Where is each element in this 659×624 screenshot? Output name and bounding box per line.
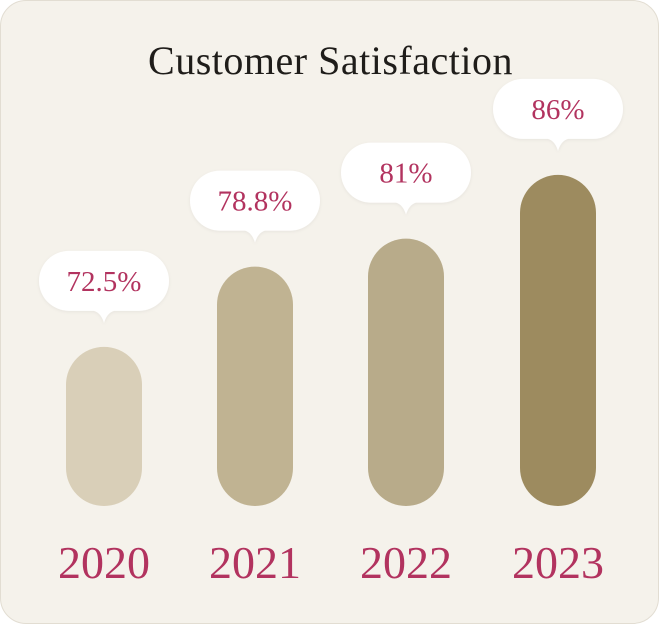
category-label-2020: 2020 (58, 537, 150, 588)
category-label-2023: 2023 (512, 537, 604, 588)
value-bubble-shape (493, 78, 623, 151)
bar-2022 (368, 238, 444, 506)
bar-2023 (520, 174, 596, 506)
value-label-2021: 78.8% (218, 186, 293, 218)
value-label-2022: 81% (379, 158, 432, 190)
value-label-2023: 86% (531, 94, 584, 126)
category-label-2022: 2022 (360, 537, 452, 588)
bar-2020 (66, 346, 142, 506)
value-bubble-shape (39, 250, 170, 323)
value-bubble-2020 (39, 250, 170, 323)
chart-title: Customer Satisfaction (148, 38, 513, 83)
value-label-2020: 72.5% (67, 266, 142, 298)
value-bubble-2023 (493, 78, 623, 151)
value-bubble-shape (341, 142, 471, 215)
category-label-2021: 2021 (209, 537, 301, 588)
value-bubble-shape (190, 170, 320, 243)
value-bubble-2022 (341, 142, 471, 215)
value-bubble-2021 (190, 170, 320, 243)
bar-2021 (217, 266, 293, 506)
